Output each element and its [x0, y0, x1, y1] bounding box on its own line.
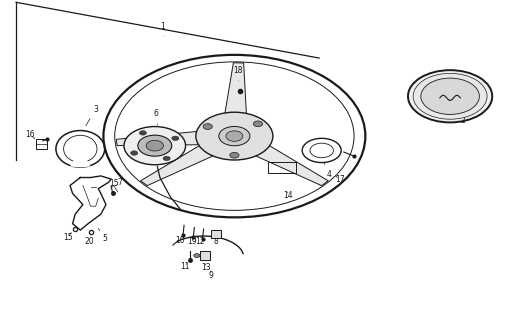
Text: 7: 7: [117, 178, 122, 187]
Circle shape: [131, 151, 138, 155]
Text: 14: 14: [283, 191, 293, 200]
Circle shape: [138, 135, 171, 156]
Text: 12: 12: [195, 237, 205, 246]
Bar: [200, 251, 210, 260]
Polygon shape: [224, 63, 247, 119]
Text: 3: 3: [86, 105, 98, 126]
Text: 20: 20: [84, 234, 94, 246]
Text: 2: 2: [460, 109, 466, 125]
Text: 15: 15: [109, 179, 118, 188]
Text: 1: 1: [160, 22, 165, 36]
Circle shape: [171, 136, 179, 140]
Circle shape: [146, 140, 163, 151]
Circle shape: [408, 70, 492, 123]
Circle shape: [219, 126, 250, 146]
Text: 9: 9: [209, 271, 214, 280]
Circle shape: [196, 112, 273, 160]
Wedge shape: [70, 149, 91, 167]
Text: 11: 11: [180, 262, 190, 271]
Text: 8: 8: [213, 237, 218, 246]
Text: 6: 6: [153, 109, 158, 125]
Text: 5: 5: [98, 228, 107, 243]
Text: 10: 10: [176, 236, 185, 245]
Text: 13: 13: [201, 263, 211, 272]
Circle shape: [413, 73, 487, 119]
Polygon shape: [116, 131, 207, 146]
Bar: [211, 230, 220, 238]
Circle shape: [140, 131, 146, 135]
Text: 16: 16: [26, 130, 36, 139]
Text: 4: 4: [324, 163, 332, 179]
Circle shape: [163, 156, 170, 161]
Polygon shape: [249, 142, 328, 186]
Circle shape: [203, 124, 212, 129]
Bar: [268, 162, 296, 173]
Circle shape: [253, 121, 263, 127]
Circle shape: [124, 126, 185, 165]
Polygon shape: [141, 142, 220, 186]
Bar: [36, 139, 47, 149]
Circle shape: [226, 131, 243, 141]
Text: 17: 17: [335, 175, 345, 184]
Text: 15: 15: [64, 233, 73, 242]
Text: 19: 19: [187, 237, 197, 246]
Circle shape: [230, 152, 239, 158]
Circle shape: [421, 78, 479, 115]
Text: 18: 18: [233, 66, 243, 81]
Circle shape: [194, 254, 200, 258]
